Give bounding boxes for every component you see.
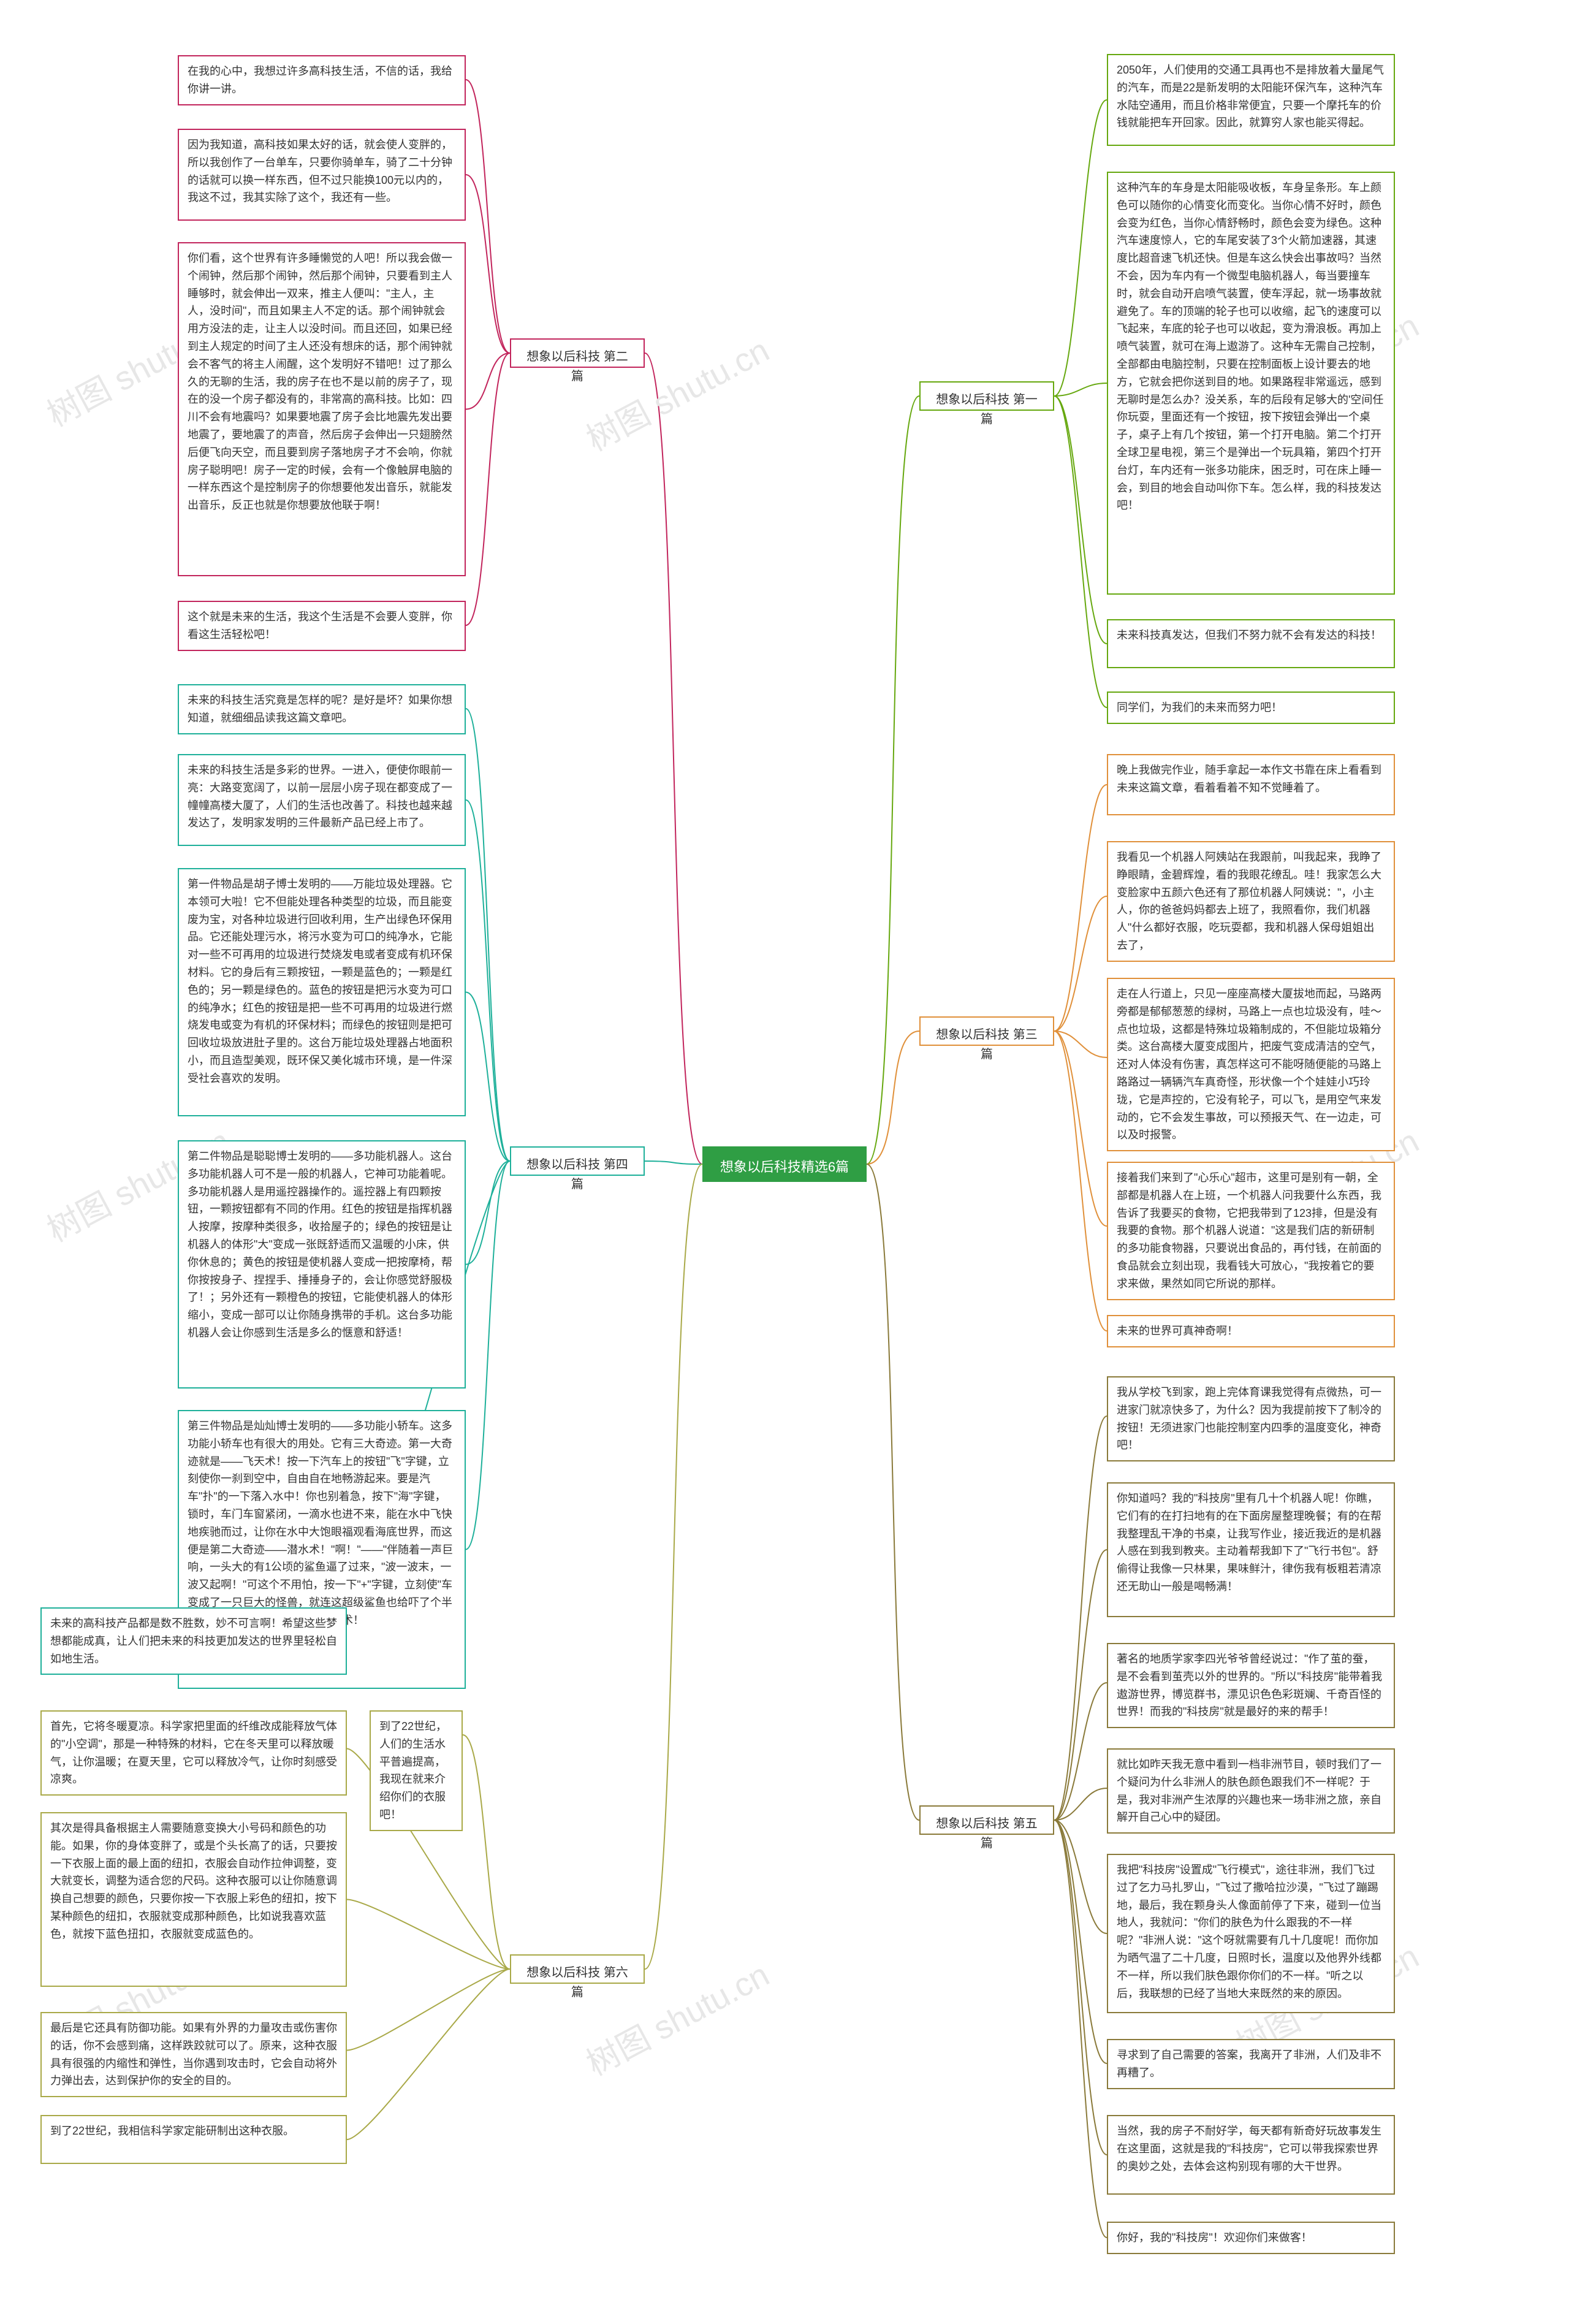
leaf-node-b4-1: 未来的科技生活是多彩的世界。一进入，便使你眼前一亮：大路变宽阔了，以前一层层小房…	[178, 754, 466, 846]
leaf-node-b3-2: 走在人行道上，只见一座座高楼大厦拔地而起，马路两旁都是郁郁葱葱的绿树，马路上一点…	[1107, 978, 1395, 1151]
leaf-node-b5-3: 就比如昨天我无意中看到一档非洲节目，顿时我们了一个疑问为什么非洲人的肤色颜色跟我…	[1107, 1748, 1395, 1834]
leaf-node-b2-1: 因为我知道，高科技如果太好的话，就会使人变胖的，所以我创作了一台单车，只要你骑单…	[178, 129, 466, 221]
branch-node-b6: 想象以后科技 第六篇	[510, 1954, 645, 1984]
branch-node-b2: 想象以后科技 第二篇	[510, 338, 645, 368]
leaf-node-b5-4: 我把"科技房"设置成"飞行模式"，途往非洲，我们飞过过了乞力马扎罗山，"飞过了撒…	[1107, 1854, 1395, 2013]
branch-node-b5: 想象以后科技 第五篇	[919, 1805, 1054, 1835]
leaf-node-b4-2: 第一件物品是胡子博士发明的——万能垃圾处理器。它本领可大啦！它不但能处理各种类型…	[178, 868, 466, 1116]
leaf-node-b1-2: 未来科技真发达，但我们不努力就不会有发达的科技！	[1107, 619, 1395, 668]
leaf-node-b1-1: 这种汽车的车身是太阳能吸收板，车身呈条形。车上颜色可以随你的心情变化而变化。当你…	[1107, 172, 1395, 595]
leaf-node-b1-3: 同学们，为我们的未来而努力吧！	[1107, 691, 1395, 724]
leaf-node-b5-6: 当然，我的房子不耐好学，每天都有新奇好玩故事发生在这里面，这就是我的"科技房"，…	[1107, 2115, 1395, 2195]
leaf-node-b6-3: 最后是它还具有防御功能。如果有外界的力量攻击或伤害你的话，你不会感到痛，这样跌跤…	[40, 2012, 347, 2097]
leaf-node-b6-4: 到了22世纪，我相信科学家定能研制出这种衣服。	[40, 2115, 347, 2164]
leaf-node-b5-1: 你知道吗？我的"科技房"里有几十个机器人呢！你瞧，它们有的在打扫地有的在下面房屋…	[1107, 1482, 1395, 1617]
leaf-node-b4-5: 未来的高科技产品都是数不胜数，妙不可言啊！希望这些梦想都能成真，让人们把未来的科…	[40, 1607, 347, 1675]
leaf-node-b4-3: 第二件物品是聪聪博士发明的——多功能机器人。这台多功能机器人可不是一般的机器人，…	[178, 1140, 466, 1389]
center-node: 想象以后科技精选6篇	[702, 1146, 867, 1182]
leaf-node-b2-2: 你们看，这个世界有许多睡懒觉的人吧！所以我会做一个闹钟，然后那个闹钟，然后那个闹…	[178, 242, 466, 576]
leaf-node-b2-3: 这个就是未来的生活，我这个生活是不会要人变胖，你看这生活轻松吧！	[178, 601, 466, 651]
leaf-node-b6-0: 到了22世纪，人们的生活水平普遍提高，我现在就来介绍你们的衣服吧！	[370, 1710, 463, 1831]
leaf-node-b6-1: 首先，它将冬暖夏凉。科学家把里面的纤维改成能释放气体的"小空调"，那是一种特殊的…	[40, 1710, 347, 1796]
leaf-node-b3-0: 晚上我做完作业，随手拿起一本作文书靠在床上看看到未来这篇文章，看着看着不知不觉睡…	[1107, 754, 1395, 815]
leaf-node-b3-1: 我看见一个机器人阿姨站在我跟前，叫我起来，我睁了睁眼睛，金碧辉煌，看的我眼花缭乱…	[1107, 841, 1395, 962]
branch-node-b4: 想象以后科技 第四篇	[510, 1146, 645, 1176]
leaf-node-b5-0: 我从学校飞到家，跑上完体育课我觉得有点微热，可一进家门就凉快多了，为什么？因为我…	[1107, 1376, 1395, 1461]
branch-node-b1: 想象以后科技 第一篇	[919, 381, 1054, 411]
leaf-node-b2-0: 在我的心中，我想过许多高科技生活，不信的话，我给你讲一讲。	[178, 55, 466, 105]
branch-node-b3: 想象以后科技 第三篇	[919, 1016, 1054, 1046]
leaf-node-b4-0: 未来的科技生活究竟是怎样的呢？是好是坏？如果你想知道，就细细品读我这篇文章吧。	[178, 684, 466, 734]
leaf-node-b3-3: 接着我们来到了"心乐心"超市，这里可是别有一朝，全部都是机器人在上班，一个机器人…	[1107, 1162, 1395, 1300]
leaf-node-b5-5: 寻求到了自己需要的答案，我离开了非洲，人们及非不再糟了。	[1107, 2039, 1395, 2089]
leaf-node-b1-0: 2050年，人们使用的交通工具再也不是排放着大量尾气的汽车，而是22是新发明的太…	[1107, 54, 1395, 146]
leaf-node-b5-2: 著名的地质学家李四光爷爷曾经说过："作了茧的蚕，是不会看到茧壳以外的世界的。"所…	[1107, 1643, 1395, 1728]
leaf-node-b6-2: 其次是得具备根据主人需要随意变换大小号码和颜色的功能。如果，你的身体变胖了，或是…	[40, 1812, 347, 1987]
leaf-node-b5-7: 你好，我的"科技房"！欢迎你们来做客！	[1107, 2222, 1395, 2254]
leaf-node-b3-4: 未来的世界可真神奇啊！	[1107, 1315, 1395, 1347]
